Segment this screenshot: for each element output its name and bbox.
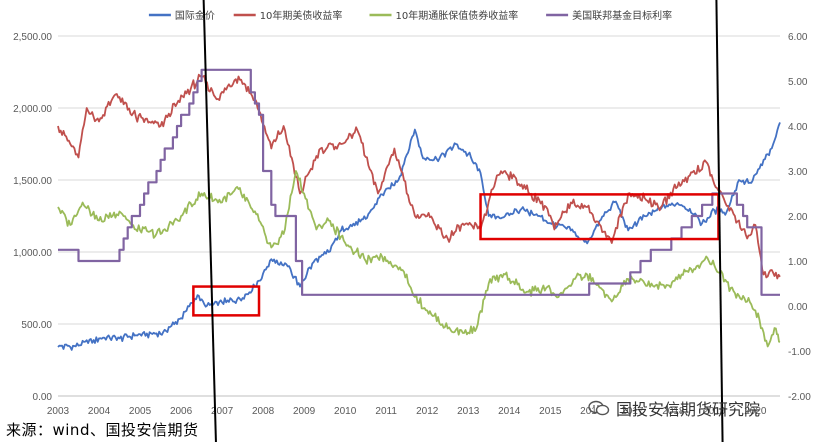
- y-left-tick-label: 1,500.00: [13, 176, 52, 187]
- y-right-tick-label: 1.00: [788, 257, 808, 268]
- y-right-tick-label: 4.00: [788, 122, 808, 133]
- highlight-box: [479, 193, 720, 241]
- source-caption: 来源：wind、国投安信期货: [6, 421, 199, 439]
- y-left-tick-label: 2,000.00: [13, 104, 52, 115]
- x-tick-label: 2008: [252, 406, 275, 417]
- y-left-tick-label: 2,500.00: [13, 32, 52, 43]
- watermark-text: 国投安信期货研究院: [616, 400, 761, 419]
- y-left-tick-label: 0.00: [33, 392, 53, 403]
- x-tick-label: 2018: [662, 406, 685, 417]
- x-tick-label: 2011: [375, 406, 397, 417]
- series-line-0: [57, 122, 781, 351]
- series-line-3: [58, 68, 780, 296]
- vertical-marker-line: [202, 0, 217, 442]
- y-left-tick-label: 500.00: [21, 320, 52, 331]
- legend-label: 10年期美债收益率: [260, 9, 343, 22]
- legend: 国际金价 10年期美债收益率 10年期通胀保值债券收益率 美国联邦基金目标利率: [148, 9, 672, 22]
- watermark: 国投安信期货研究院: [588, 396, 760, 420]
- highlight-box: [192, 285, 261, 317]
- x-tick-label: 2003: [47, 406, 70, 417]
- legend-label: 10年期通胀保值债券收益率: [396, 9, 519, 22]
- y-left-tick-label: 1,000.00: [13, 248, 52, 259]
- x-tick-label: 2020: [744, 406, 767, 417]
- vertical-marker-line: [715, 0, 724, 442]
- y-right-tick-label: 5.00: [788, 77, 808, 88]
- series-line-1: [57, 73, 781, 280]
- x-tick-label: 2009: [293, 406, 316, 417]
- x-tick-label: 2004: [88, 406, 111, 417]
- x-tick-label: 2012: [416, 406, 439, 417]
- y-left-ticks: 0.00 500.00 1,000.00 1,500.00 2,000.00 2,500.…: [13, 32, 52, 403]
- x-tick-label: 2019: [703, 406, 726, 417]
- y-right-tick-label: -1.00: [788, 347, 811, 358]
- legend-label: 美国联邦基金目标利率: [572, 9, 672, 22]
- y-right-ticks: -2.00 -1.00 0.00 1.00 2.00 3.00 4.00 5.00 6.00: [788, 32, 811, 403]
- y-right-tick-label: -2.00: [788, 392, 811, 403]
- x-ticks: 2003 2004 2005 2006 2007 2008 2009 2010 2011 2012…: [47, 406, 767, 417]
- legend-label: 国际金价: [175, 9, 215, 22]
- y-right-tick-label: 0.00: [788, 302, 808, 313]
- x-tick-label: 2017: [621, 406, 644, 417]
- x-tick-label: 2015: [539, 406, 562, 417]
- y-right-tick-label: 3.00: [788, 167, 808, 178]
- series-line-2: [57, 170, 781, 348]
- x-tick-label: 2010: [334, 406, 357, 417]
- x-tick-label: 2014: [498, 406, 521, 417]
- x-tick-label: 2013: [457, 406, 480, 417]
- x-tick-label: 2005: [129, 406, 152, 417]
- y-right-tick-label: 2.00: [788, 212, 808, 223]
- x-tick-label: 2006: [170, 406, 193, 417]
- wechat-icon: [588, 400, 610, 416]
- x-tick-label: 2007: [211, 406, 234, 417]
- y-right-tick-label: 6.00: [788, 32, 808, 43]
